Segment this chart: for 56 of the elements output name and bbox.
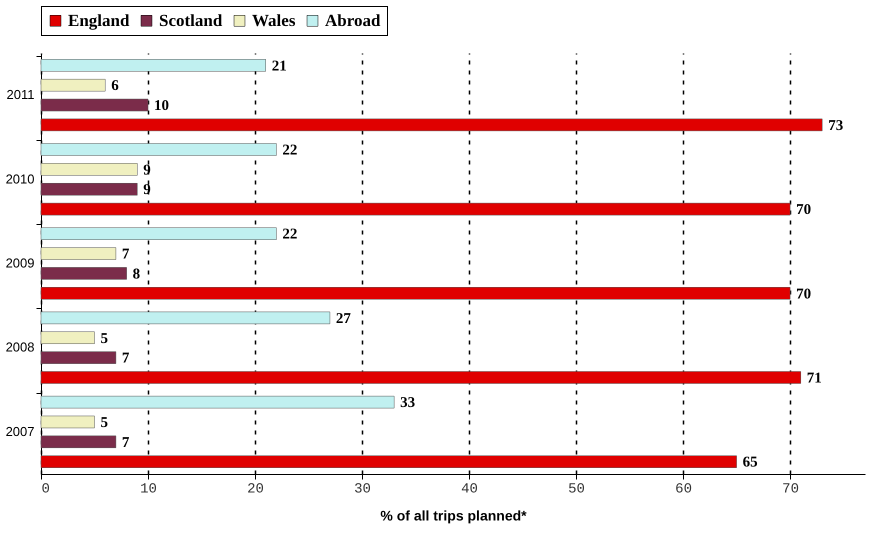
bar	[40, 143, 277, 156]
data-label: 65	[742, 454, 758, 471]
bar	[40, 332, 95, 344]
y-tick-label: 2011	[6, 87, 34, 102]
data-label: 22	[282, 142, 298, 159]
bar	[40, 396, 394, 408]
bar	[40, 59, 266, 72]
x-tick-label: 50	[568, 482, 585, 498]
bar	[40, 267, 127, 280]
bar	[40, 98, 148, 112]
legend-label: Wales	[252, 10, 296, 30]
y-tick-label: 2008	[6, 340, 34, 355]
legend-label: Scotland	[159, 10, 223, 30]
bar	[40, 371, 802, 384]
data-label: 7	[122, 246, 130, 263]
bar	[40, 312, 330, 324]
x-tick-label: 30	[354, 482, 371, 498]
data-label: 71	[806, 370, 822, 386]
x-tick-label: 60	[675, 482, 692, 498]
bar	[40, 436, 116, 448]
data-label: 7	[122, 350, 130, 367]
data-label: 70	[796, 286, 812, 302]
data-label: 21	[272, 58, 287, 74]
data-label: 7	[122, 434, 130, 451]
bar	[40, 287, 790, 300]
bar	[40, 182, 138, 196]
bar	[40, 455, 737, 468]
y-tick-label: 2010	[6, 171, 34, 186]
data-label: 22	[282, 226, 298, 243]
x-tick-label: 20	[247, 482, 264, 498]
bar	[40, 227, 277, 240]
y-tick-label: 2009	[6, 256, 34, 270]
bar	[40, 202, 790, 216]
bar	[40, 78, 106, 92]
x-tick-label: 70	[782, 482, 799, 498]
data-label: 5	[100, 414, 108, 431]
x-tick-label: 40	[461, 482, 478, 498]
data-label: 8	[132, 266, 140, 282]
data-label: 6	[111, 78, 120, 94]
data-label: 70	[796, 202, 812, 218]
x-tick-label: 10	[140, 482, 157, 498]
bar	[40, 247, 116, 260]
data-label: 33	[400, 395, 416, 412]
bar	[40, 118, 822, 132]
data-label: 73	[828, 118, 844, 134]
data-label: 10	[154, 98, 170, 114]
legend-label: England	[68, 10, 130, 30]
legend-label: Abroad	[325, 10, 381, 30]
bar	[40, 351, 116, 364]
data-label: 27	[336, 310, 352, 327]
data-label: 5	[100, 330, 108, 347]
x-tick-label: 0	[42, 482, 50, 498]
x-axis-title: % of all trips planned*	[380, 508, 528, 524]
bar	[40, 416, 95, 428]
bar	[40, 163, 138, 176]
y-tick-label: 2007	[6, 424, 34, 439]
